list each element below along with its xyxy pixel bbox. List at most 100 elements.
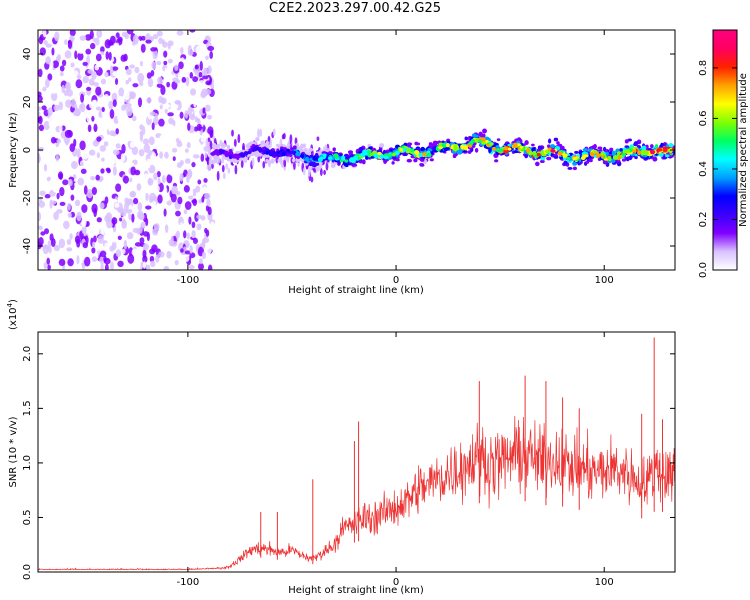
- spectrogram-cell: [137, 97, 143, 108]
- spectrogram-cell: [183, 209, 188, 215]
- spectrogram-cell: [222, 172, 226, 180]
- spectrogram-cell: [99, 250, 107, 258]
- spectrogram-cell: [97, 234, 104, 244]
- spectrogram-cell: [140, 113, 145, 119]
- spectrogram-cell: [82, 242, 88, 249]
- snr-series-line: [38, 415, 675, 571]
- spectrogram-cell: [59, 65, 65, 72]
- spectrogram-cell: [592, 150, 598, 154]
- spectrogram-cell: [167, 150, 173, 155]
- spectrogram-cell: [134, 242, 142, 247]
- spectrogram-cell: [420, 146, 426, 152]
- spectrogram-cell: [312, 156, 318, 161]
- spectrogram-cell: [59, 124, 63, 133]
- spectrogram-cell: [167, 235, 172, 240]
- spectrogram-cell: [357, 157, 361, 161]
- spectrogram-cell: [652, 156, 658, 162]
- spectrogram-cell: [192, 198, 198, 207]
- spectrogram-cell: [300, 153, 305, 159]
- spectrogram-cell: [496, 138, 501, 142]
- spectrogram-cell: [139, 237, 145, 244]
- spectrogram-cell: [63, 220, 70, 230]
- spectrogram-cell: [91, 85, 96, 92]
- spectrogram-cell: [42, 244, 49, 249]
- spectrogram-cell: [202, 47, 209, 53]
- spectrogram-cell: [170, 213, 174, 219]
- spectrogram-cell: [123, 239, 128, 250]
- spectrogram-cell: [109, 108, 115, 119]
- spectrogram-cell: [145, 49, 149, 56]
- spectrogram-cell: [621, 158, 627, 162]
- spectrogram-cell: [328, 156, 333, 160]
- spectrogram-cell: [123, 90, 130, 100]
- spectrogram-cell: [106, 168, 111, 174]
- spectrogram-cell: [633, 141, 639, 145]
- spectrogram-cell: [86, 114, 91, 123]
- spectrogram-cell: [392, 152, 396, 157]
- spectrogram-cell: [81, 218, 87, 228]
- spectrogram-cell: [64, 50, 72, 59]
- spectrogram-cell: [38, 138, 42, 144]
- spectrogram-cell: [232, 160, 239, 164]
- spectrogram-cell: [64, 39, 68, 45]
- spectrogram-cell: [179, 222, 184, 231]
- spectrogram-cell: [270, 158, 276, 163]
- spectrogram-cell: [177, 118, 181, 128]
- spectrogram-cell: [181, 36, 185, 44]
- spectrogram-cell: [429, 158, 434, 162]
- colorbar-tick-label: 0.2: [698, 212, 709, 228]
- spectrogram-cell: [115, 183, 122, 192]
- spectrogram-cell: [566, 156, 571, 161]
- spectrogram-cell: [139, 60, 143, 67]
- spectrogram-cell: [556, 141, 560, 145]
- spectrogram-cell: [283, 132, 286, 140]
- spectrogram-cell: [228, 154, 233, 160]
- spectrogram-cell: [92, 197, 97, 203]
- spectrogram-cell: [183, 230, 187, 239]
- spectrogram-cell: [418, 153, 423, 158]
- spectrogram-cell: [47, 73, 53, 81]
- spectrogram-cell: [207, 145, 211, 156]
- spectrogram-cell: [188, 264, 195, 270]
- spectrogram-cell: [117, 112, 121, 122]
- snr-y-tick-label: 2.0: [22, 346, 33, 362]
- spectrogram-cell: [309, 165, 313, 170]
- spectrogram-cell: [38, 124, 45, 132]
- spectrogram-cell: [225, 163, 229, 170]
- spectrogram-cell: [535, 161, 540, 167]
- spectrogram-cell: [113, 42, 120, 47]
- spectrogram-cell: [58, 238, 66, 249]
- spectrogram-cell: [61, 84, 66, 94]
- spectrogram-cell: [158, 251, 165, 258]
- spectrogram-cell: [161, 78, 169, 84]
- spectrogram-cell: [92, 37, 97, 42]
- spectrogram-cell: [127, 253, 135, 264]
- spectrogram-cell: [47, 107, 53, 116]
- spectrogram-cell: [343, 153, 350, 158]
- spectrogram-cell: [585, 160, 590, 164]
- spectrogram-cell: [272, 128, 276, 137]
- spectrogram-cell: [488, 147, 492, 153]
- spectrogram-cell: [567, 166, 573, 170]
- spectrogram-cell: [172, 120, 176, 127]
- spectrogram-cell: [57, 171, 64, 180]
- spectrogram-cell: [167, 42, 171, 50]
- spectrogram-cell: [89, 30, 94, 40]
- spectrogram-cell: [43, 40, 48, 45]
- spectrogram-cell: [190, 140, 197, 146]
- spectrogram-cell: [220, 149, 226, 153]
- spectrogram-cell: [204, 88, 212, 95]
- spectrogram-cell: [57, 50, 65, 56]
- spectrogram-cell: [91, 256, 98, 262]
- spectrogram-cell: [287, 142, 291, 147]
- spectrogram-cell: [524, 140, 529, 146]
- spectrogram-cell: [157, 216, 162, 224]
- spectrogram-cell: [77, 52, 84, 61]
- spectrogram-cell: [204, 227, 208, 234]
- spectrogram-cell: [507, 147, 512, 151]
- spectrogram-cell: [70, 62, 75, 68]
- spectrogram-cell: [474, 134, 479, 138]
- spectrogram-cell: [553, 137, 559, 142]
- spectrogram-cell: [237, 155, 241, 159]
